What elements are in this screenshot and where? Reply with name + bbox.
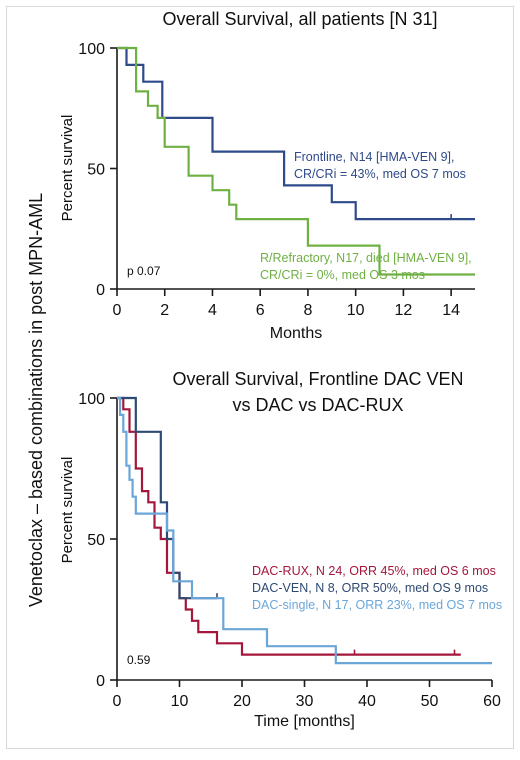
chart-2-pvalue: 0.59 — [127, 653, 151, 667]
chart-2-x-tick-label: 20 — [233, 693, 251, 710]
chart-1-x-tick-label: 2 — [160, 302, 169, 319]
chart-1-x-axis-label: Months — [270, 325, 322, 342]
chart-1-x-tick-label: 14 — [442, 302, 460, 319]
chart-2-x-tick-label: 10 — [171, 693, 189, 710]
chart-2-series-3-line — [117, 396, 492, 665]
side-label: Venetoclax – based combinations in post … — [26, 193, 46, 607]
chart-2-series-2-line — [117, 396, 217, 600]
chart-1-y-tick-label: 100 — [78, 41, 105, 58]
chart-1-series-1-line — [117, 46, 475, 221]
chart-1-x-tick-label: 6 — [256, 302, 265, 319]
chart-1-series-2-label: R/Refractory, N17, died [HMA-VEN 9], — [260, 251, 472, 265]
chart-2-title-line-2: vs DAC vs DAC-RUX — [232, 395, 403, 415]
chart-1-y-tick-label: 50 — [87, 162, 105, 179]
chart-1-series-2-label: CR/CRi = 0%, med OS 3 mos — [260, 268, 425, 282]
chart-1-y-axis-label: Percent survival — [59, 115, 76, 222]
chart-1-x-tick-label: 12 — [395, 302, 413, 319]
chart-1-x-tick-label: 0 — [113, 302, 122, 319]
chart-2-x-tick-label: 60 — [483, 693, 501, 710]
chart-2-y-axis-label: Percent survival — [59, 457, 76, 564]
chart-2-title-line-1: Overall Survival, Frontline DAC VEN — [172, 369, 463, 389]
chart-2-y-tick-label: 100 — [78, 391, 105, 408]
chart-2-series-2-label: DAC-VEN, N 8, ORR 50%, med OS 9 mos — [252, 581, 488, 595]
chart-2-x-tick-label: 50 — [421, 693, 439, 710]
chart-1-x-tick-label: 4 — [208, 302, 217, 319]
chart-1-pvalue: p 0.07 — [127, 264, 161, 278]
chart-2-series-3-label: DAC-single, N 17, ORR 23%, med OS 7 mos — [252, 598, 502, 612]
chart-1-x-tick-label: 10 — [347, 302, 365, 319]
chart-1-x-tick-label: 8 — [303, 302, 312, 319]
chart-2-x-axis-label: Time [months] — [254, 713, 355, 730]
chart-2-y-tick-label: 50 — [87, 532, 105, 549]
chart-1-title: Overall Survival, all patients [N 31] — [162, 9, 437, 29]
chart-1-series-1-label: CR/CRi = 43%, med OS 7 mos — [294, 167, 466, 181]
chart-2-x-tick-label: 0 — [113, 693, 122, 710]
chart-1-series-1-label: Frontline, N14 [HMA-VEN 9], — [294, 150, 454, 164]
chart-1-series-2-line — [117, 46, 475, 276]
chart-2-x-tick-label: 30 — [296, 693, 314, 710]
chart-1-y-tick-label: 0 — [96, 282, 105, 299]
chart-2-x-tick-label: 40 — [358, 693, 376, 710]
chart-2-y-tick-label: 0 — [96, 673, 105, 690]
figure-frame — [6, 6, 514, 749]
chart-2-series-1-label: DAC-RUX, N 24, ORR 45%, med OS 6 mos — [252, 564, 496, 578]
